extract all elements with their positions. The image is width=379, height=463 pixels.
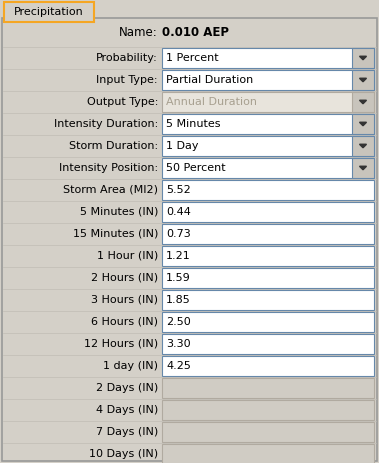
Text: 15 Minutes (IN): 15 Minutes (IN)	[73, 229, 158, 239]
Text: 0.010 AEP: 0.010 AEP	[162, 26, 229, 39]
Bar	[352, 136, 374, 156]
Bar	[162, 202, 374, 222]
Text: 3 Hours (IN): 3 Hours (IN)	[91, 295, 158, 305]
Bar	[352, 70, 374, 90]
Text: 1 day (IN): 1 day (IN)	[103, 361, 158, 371]
Text: 1 Hour (IN): 1 Hour (IN)	[97, 251, 158, 261]
Text: 6 Hours (IN): 6 Hours (IN)	[91, 317, 158, 327]
Text: Name:: Name:	[119, 26, 158, 39]
Bar	[162, 422, 374, 442]
Text: 5.52: 5.52	[166, 185, 191, 195]
Text: Intensity Position:: Intensity Position:	[59, 163, 158, 173]
Text: Probability:: Probability:	[96, 53, 158, 63]
Text: Storm Area (MI2): Storm Area (MI2)	[63, 185, 158, 195]
Bar	[162, 290, 374, 310]
Bar	[162, 136, 374, 156]
Polygon shape	[360, 122, 366, 126]
Text: 3.30: 3.30	[166, 339, 191, 349]
Polygon shape	[360, 100, 366, 104]
Text: 5 Minutes (IN): 5 Minutes (IN)	[80, 207, 158, 217]
Bar	[162, 378, 374, 398]
Text: Input Type:: Input Type:	[97, 75, 158, 85]
Bar	[162, 92, 374, 112]
Text: 4.25: 4.25	[166, 361, 191, 371]
Bar	[162, 48, 374, 68]
Text: 1 Percent: 1 Percent	[166, 53, 219, 63]
Text: Precipitation: Precipitation	[14, 7, 84, 17]
Text: 0.44: 0.44	[166, 207, 191, 217]
Bar	[4, 2, 94, 22]
Polygon shape	[360, 166, 366, 170]
Bar	[162, 312, 374, 332]
Bar	[162, 246, 374, 266]
Text: Intensity Duration:: Intensity Duration:	[54, 119, 158, 129]
Bar	[162, 356, 374, 376]
Text: 12 Hours (IN): 12 Hours (IN)	[84, 339, 158, 349]
Polygon shape	[360, 144, 366, 148]
Text: Annual Duration: Annual Duration	[166, 97, 257, 107]
Text: Output Type:: Output Type:	[87, 97, 158, 107]
Bar	[162, 70, 374, 90]
Bar	[162, 158, 374, 178]
Text: 2 Hours (IN): 2 Hours (IN)	[91, 273, 158, 283]
Polygon shape	[360, 78, 366, 82]
Text: 2 Days (IN): 2 Days (IN)	[96, 383, 158, 393]
Text: 2.50: 2.50	[166, 317, 191, 327]
Bar	[162, 334, 374, 354]
Bar	[162, 400, 374, 420]
Bar	[162, 224, 374, 244]
Text: 7 Days (IN): 7 Days (IN)	[96, 427, 158, 437]
Bar	[162, 444, 374, 463]
Bar	[352, 158, 374, 178]
Text: 4 Days (IN): 4 Days (IN)	[96, 405, 158, 415]
Text: Storm Duration:: Storm Duration:	[69, 141, 158, 151]
Text: 10 Days (IN): 10 Days (IN)	[89, 449, 158, 459]
Bar	[352, 114, 374, 134]
Text: 50 Percent: 50 Percent	[166, 163, 226, 173]
Text: 5 Minutes: 5 Minutes	[166, 119, 221, 129]
Bar	[162, 180, 374, 200]
Text: Partial Duration: Partial Duration	[166, 75, 253, 85]
Bar	[162, 114, 374, 134]
Polygon shape	[360, 56, 366, 60]
Bar	[352, 92, 374, 112]
Bar	[162, 268, 374, 288]
Text: 1.59: 1.59	[166, 273, 191, 283]
Text: 1.85: 1.85	[166, 295, 191, 305]
Bar	[352, 48, 374, 68]
Text: 0.73: 0.73	[166, 229, 191, 239]
Text: 1.21: 1.21	[166, 251, 191, 261]
Text: 1 Day: 1 Day	[166, 141, 199, 151]
